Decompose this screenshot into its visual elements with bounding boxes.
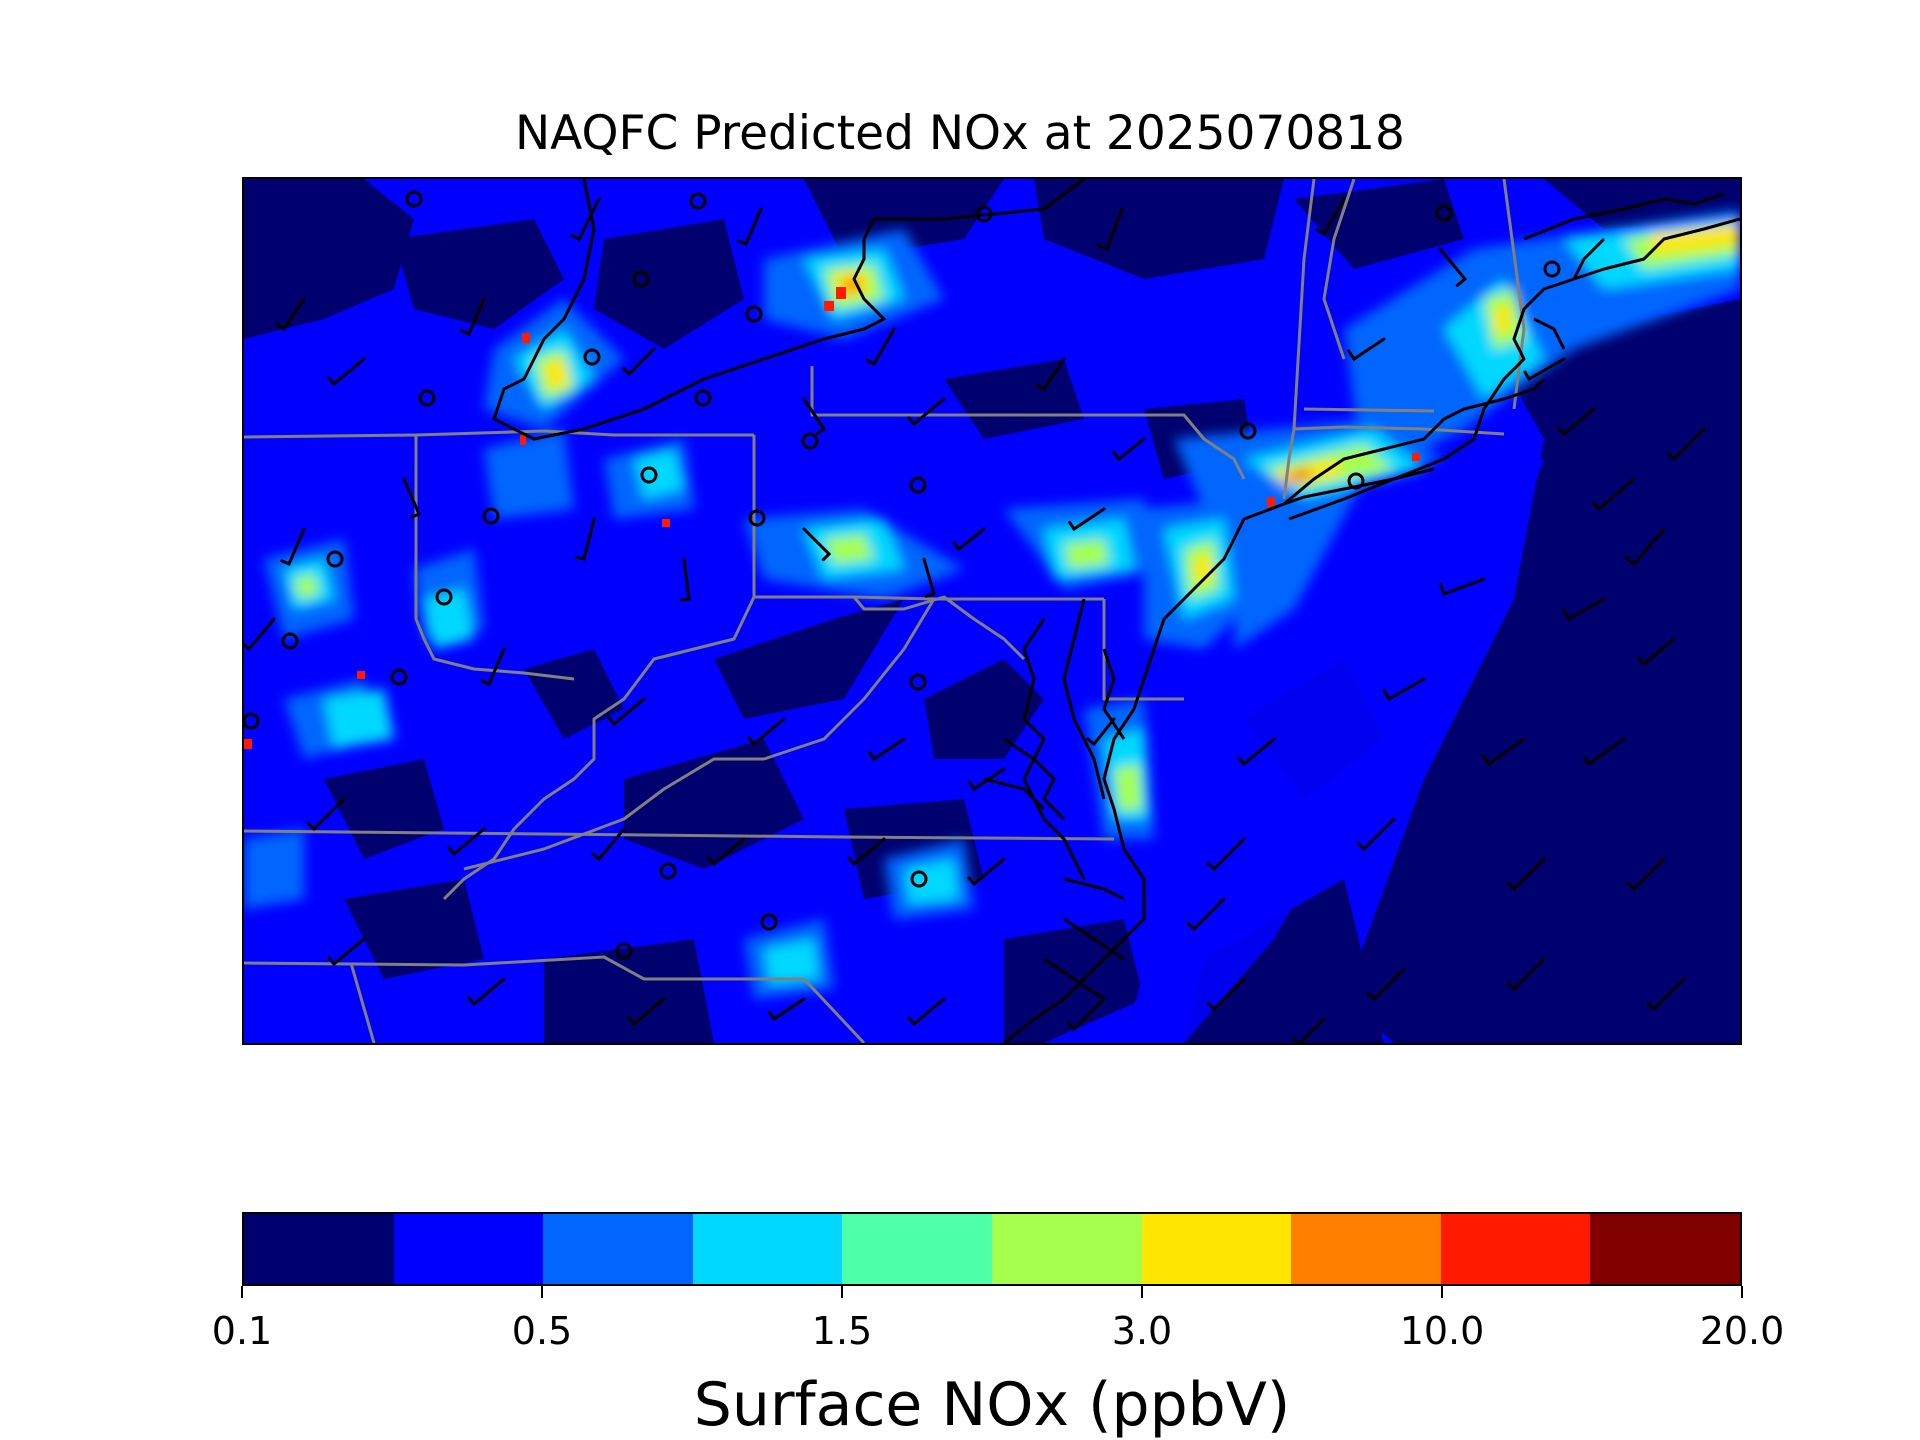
wind-barb: [402, 477, 421, 519]
colorbar-segment-5: [991, 1214, 1142, 1284]
wind-barb: [1347, 337, 1386, 362]
wind-barb: [1624, 527, 1666, 567]
colorbar-tick-label: 10.0: [1399, 1309, 1485, 1353]
state-borders: [244, 179, 1526, 1043]
colorbar-tick-label: 0.1: [211, 1309, 273, 1353]
colorbar: [242, 1212, 1742, 1286]
station-markers: [244, 190, 1561, 960]
wind-barb: [275, 297, 306, 332]
high-nox-cells: [244, 287, 1420, 749]
colorbar-segment-4: [842, 1214, 992, 1284]
wind-barb: [591, 827, 626, 862]
wind-barb: [1666, 427, 1706, 462]
wind-barb: [1626, 857, 1666, 892]
colorbar-tick: [841, 1286, 843, 1298]
colorbar-segment-6: [1141, 1214, 1292, 1284]
nox-field-map: [244, 179, 1740, 1043]
wind-barb: [460, 297, 486, 336]
nox-map: [242, 177, 1742, 1045]
wind-barb: [447, 827, 486, 857]
wind-barb: [1186, 897, 1226, 932]
wind-barb: [1506, 957, 1546, 992]
wind-barb: [621, 347, 656, 377]
wind-barb: [1481, 737, 1526, 767]
wind-barb: [737, 207, 763, 246]
wind-barb: [1112, 437, 1146, 462]
wind-barb: [327, 357, 366, 387]
wind-barb: [467, 977, 506, 1007]
wind-barb: [907, 397, 946, 427]
wind-barb: [747, 717, 786, 747]
wind-barb: [707, 837, 746, 867]
wind-barb: [1356, 817, 1396, 852]
colorbar-segment-0: [244, 1214, 394, 1284]
marine-nox-band: [1124, 459, 1544, 1043]
wind-barb: [1237, 737, 1276, 767]
wind-barb: [1592, 477, 1636, 512]
wind-barb: [847, 837, 886, 867]
wind-barb: [865, 327, 896, 367]
wind-barb: [768, 997, 806, 1022]
wind-barb: [1086, 717, 1116, 747]
wind-barb: [1096, 207, 1124, 251]
wind-barb: [1382, 677, 1426, 702]
chart-title: NAQFC Predicted NOx at 2025070818: [515, 106, 1405, 161]
wind-barb: [574, 517, 596, 561]
wind-barb: [1366, 967, 1406, 1002]
wind-barb: [607, 697, 646, 727]
wind-barb: [306, 797, 346, 832]
colorbar-segment-9: [1590, 1214, 1740, 1284]
colorbar-segment-2: [543, 1214, 693, 1284]
wind-barb: [1506, 857, 1546, 892]
colorbar-tick: [241, 1286, 243, 1298]
coastlines: [492, 179, 1740, 1043]
wind-barb: [244, 617, 276, 652]
wind-barb: [1646, 977, 1686, 1012]
wind-barb: [1291, 1017, 1326, 1043]
colorbar-tick: [1141, 1286, 1143, 1298]
wind-barb: [1439, 577, 1486, 596]
colorbar-tick-label: 3.0: [1111, 1309, 1173, 1353]
wind-barb: [907, 997, 946, 1027]
colorbar-segment-1: [393, 1214, 544, 1284]
elevated-nox-regions: [244, 209, 1740, 999]
wind-barb: [570, 197, 601, 242]
wind-barb: [802, 527, 832, 562]
colorbar-tick: [541, 1286, 543, 1298]
colorbar-tick: [1741, 1286, 1743, 1298]
wind-barb: [952, 527, 986, 552]
colorbar-tick: [1441, 1286, 1443, 1298]
wind-barb: [1035, 357, 1066, 392]
wind-barb: [968, 767, 1006, 792]
wind-barbs: [244, 197, 1706, 1043]
wind-barb: [1206, 977, 1246, 1012]
wind-barb: [1523, 357, 1566, 382]
wind-barb: [868, 737, 906, 762]
wind-barb: [1637, 637, 1676, 667]
colorbar-label: Surface NOx (ppbV): [693, 1370, 1291, 1440]
wind-barb: [1206, 837, 1246, 872]
wind-barb: [327, 937, 366, 967]
wind-barb: [480, 647, 506, 686]
wind-barb: [802, 397, 827, 435]
wind-barb: [627, 997, 666, 1027]
wind-barb: [1315, 197, 1346, 237]
colorbar-tick-label: 20.0: [1699, 1309, 1785, 1353]
wind-barb: [1562, 597, 1606, 622]
colorbar-tick-label: 0.5: [511, 1309, 573, 1353]
colorbar-segment-7: [1291, 1214, 1441, 1284]
wind-barb: [1557, 407, 1596, 437]
wind-barb: [1438, 247, 1468, 287]
colorbar-segment-3: [692, 1214, 843, 1284]
wind-barb: [1068, 507, 1106, 532]
wind-barb: [922, 557, 936, 598]
wind-barb: [679, 557, 691, 602]
colorbar-segment-8: [1440, 1214, 1591, 1284]
wind-barb: [967, 857, 1006, 887]
wind-barb: [1066, 997, 1106, 1032]
colorbar-tick-label: 1.5: [811, 1309, 873, 1353]
wind-barb: [1582, 737, 1626, 767]
wind-barb: [280, 527, 306, 566]
